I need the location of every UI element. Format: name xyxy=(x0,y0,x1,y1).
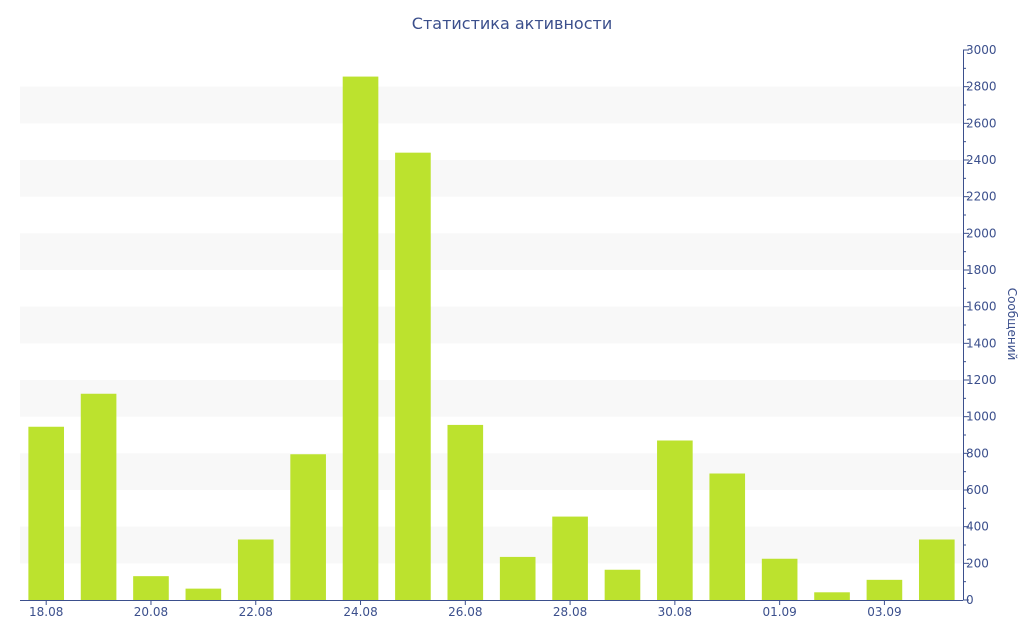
x-tick-label: 26.08 xyxy=(448,605,482,619)
y-tick-label: 2600 xyxy=(966,116,997,130)
y-tick-label: 600 xyxy=(966,483,989,497)
bar xyxy=(499,556,536,600)
y-tick-label: 400 xyxy=(966,520,989,534)
y-tick-label: 2800 xyxy=(966,80,997,94)
y-axis-title: Сообщений xyxy=(1005,288,1019,361)
bar xyxy=(447,424,484,600)
bar xyxy=(80,393,117,600)
bar xyxy=(918,539,955,600)
bar xyxy=(604,569,641,600)
x-tick-label: 03.09 xyxy=(867,605,901,619)
x-tick-label: 20.08 xyxy=(134,605,168,619)
x-axis: 18.08 20.08 22.08 24.08 26.08 28.08 30.08 01.09… xyxy=(20,600,963,619)
grid-band xyxy=(20,526,963,564)
bar xyxy=(657,440,693,600)
bar xyxy=(552,516,588,600)
grid-bands xyxy=(20,86,963,564)
y-axis: 0 200 400 600 800 1000 1200 1400 1600 1800 2000 220… xyxy=(963,43,997,607)
bar xyxy=(290,454,326,600)
bar xyxy=(814,592,850,600)
grid-band xyxy=(20,380,963,417)
bar xyxy=(395,152,431,600)
x-tick-label: 30.08 xyxy=(658,605,692,619)
x-tick-label: 18.08 xyxy=(29,605,63,619)
y-tick-label: 2400 xyxy=(966,153,997,167)
y-tick-label: 1200 xyxy=(966,373,997,387)
y-tick-label: 1400 xyxy=(966,336,997,350)
grid-band xyxy=(20,86,963,124)
bar xyxy=(185,588,222,600)
x-tick-label: 22.08 xyxy=(239,605,273,619)
grid-band xyxy=(20,306,963,344)
grid-band xyxy=(20,453,963,490)
y-tick-label: 1600 xyxy=(966,300,997,314)
bar xyxy=(709,473,746,600)
y-tick-label: 0 xyxy=(966,593,974,607)
y-tick-label: 1000 xyxy=(966,410,997,424)
x-tick-label: 28.08 xyxy=(553,605,587,619)
y-tick-label: 200 xyxy=(966,556,989,570)
bar xyxy=(761,558,798,600)
x-tick-label: 01.09 xyxy=(762,605,796,619)
chart-title: Статистика активности xyxy=(411,14,613,33)
grid-band xyxy=(20,233,963,270)
y-tick-label: 1800 xyxy=(966,263,997,277)
y-tick-label: 800 xyxy=(966,446,989,460)
y-tick-label: 2000 xyxy=(966,226,997,240)
bar xyxy=(133,576,169,600)
bar xyxy=(28,426,65,600)
bar xyxy=(866,579,903,600)
bar-series xyxy=(28,76,955,601)
x-tick-label: 24.08 xyxy=(343,605,377,619)
grid-band xyxy=(20,160,963,197)
y-tick-label: 3000 xyxy=(966,43,997,57)
bar xyxy=(342,76,379,601)
bar xyxy=(237,539,274,600)
y-tick-label: 2200 xyxy=(966,190,997,204)
